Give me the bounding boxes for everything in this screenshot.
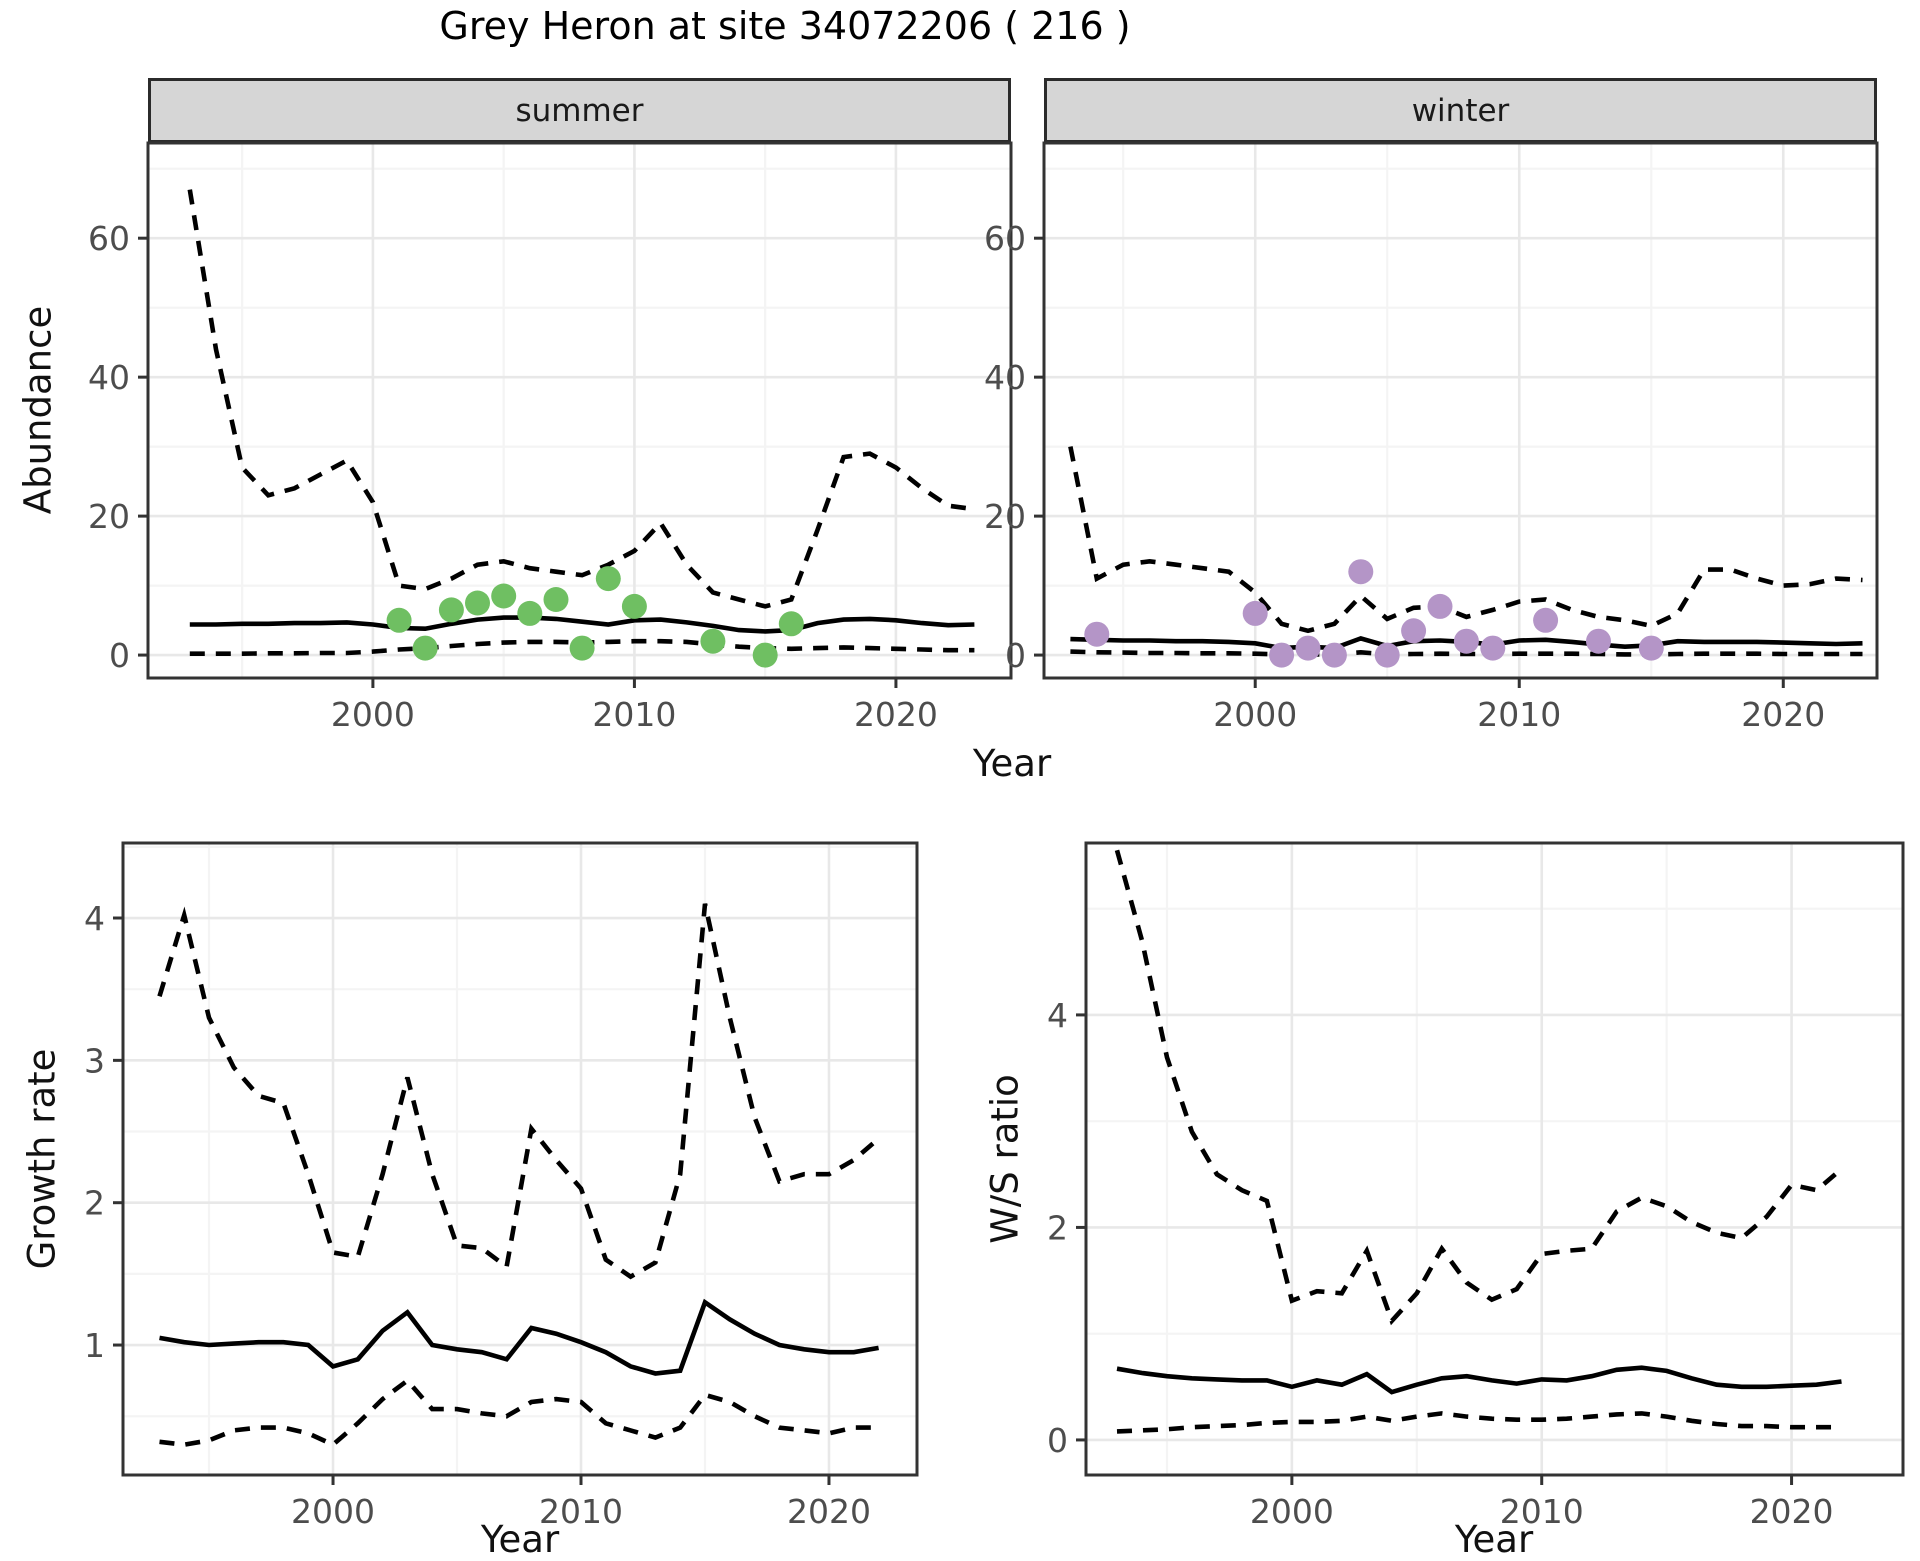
abundance-summer-x-tick-label: 2010 (592, 695, 676, 734)
ws-ratio-x-tick-label: 2000 (1250, 1492, 1334, 1531)
abundance-winter-grid-minor (1044, 143, 1877, 678)
abundance-summer-point (778, 611, 804, 637)
abundance-winter-point (1374, 642, 1400, 668)
abundance-summer-y-tick-label: 40 (88, 358, 130, 397)
ws-ratio-panel-background (1086, 843, 1903, 1475)
abundance-summer-point (700, 628, 726, 654)
abundance-winter-y-tick-label: 40 (984, 358, 1026, 397)
abundance-winter-point (1427, 593, 1453, 619)
panel-abundance-winter: 2000 2010 2020 0 20 40 60 (984, 141, 1879, 734)
abundance-winter-y-tick-label: 60 (984, 219, 1026, 258)
ws-ratio-x-tick-label: 2010 (1500, 1492, 1584, 1531)
abundance-winter-x-tick-label: 2010 (1477, 695, 1561, 734)
abundance-summer-grid-minor (148, 143, 1011, 678)
growth-rate-y-tick-label: 2 (84, 1184, 105, 1223)
abundance-summer-point (752, 642, 778, 668)
abundance-summer-point (517, 600, 543, 626)
ws-ratio-grid-major (1086, 843, 1903, 1475)
abundance-winter-observation-points (1084, 559, 1664, 668)
abundance-winter-point (1533, 607, 1559, 633)
abundance-summer-x-tick-label: 2000 (331, 695, 415, 734)
abundance-winter-point (1269, 642, 1295, 668)
abundance-summer-panel-border (146, 141, 1013, 680)
growth-rate-panel-border (121, 841, 919, 1477)
ws-ratio-y-tick-label: 2 (1047, 1208, 1068, 1247)
ws-ratio-median-line (1116, 1365, 1842, 1395)
abundance-summer-point (595, 566, 621, 592)
abundance-summer-point (491, 583, 517, 609)
abundance-winter-point (1242, 600, 1268, 626)
abundance-summer-point (386, 607, 412, 633)
abundance-winter-lower-95ci-line (1070, 649, 1863, 657)
ws-ratio-x-tick-label: 2020 (1750, 1492, 1834, 1531)
abundance-summer-point (569, 635, 595, 661)
growth-rate-lower-95ci-line (159, 1377, 879, 1448)
ws-ratio-y-tick-label: 4 (1047, 996, 1068, 1035)
ws-ratio-panel-border (1084, 841, 1905, 1477)
growth-rate-x-tick-label: 2020 (787, 1492, 871, 1531)
abundance-winter-y-tick-label: 20 (984, 497, 1026, 536)
growth-rate-x-tick-label: 2010 (539, 1492, 623, 1531)
ws-ratio-x-axis-title: Year (1454, 1518, 1534, 1561)
facet-strip-winter: winter (1044, 78, 1877, 143)
growth-rate-axis-ticks: 2000 2010 2020 1 2 3 4 (84, 899, 871, 1531)
abundance-winter-point (1453, 628, 1479, 654)
abundance-summer-upper-95ci-line (187, 189, 975, 609)
growth-rate-grid-minor (123, 843, 917, 1475)
growth-rate-upper-95ci-line (157, 903, 881, 1280)
ws-ratio-lower-95ci-line (1116, 1411, 1842, 1434)
abundance-winter-axis-ticks: 2000 2010 2020 0 20 40 60 (984, 219, 1825, 734)
ws-ratio-upper-95ci-line (1114, 849, 1843, 1326)
growth-rate-x-tick-label: 2000 (291, 1492, 375, 1531)
growth-rate-y-tick-label: 3 (84, 1041, 105, 1080)
abundance-x-axis-title: Year (972, 742, 1052, 785)
ws-ratio-grid-minor (1086, 843, 1903, 1475)
facet-strip-summer-label: summer (515, 92, 644, 129)
abundance-winter-point (1295, 635, 1321, 661)
abundance-winter-point (1321, 642, 1347, 668)
ws-ratio-y-tick-label: 0 (1047, 1421, 1068, 1460)
abundance-summer-point (465, 590, 490, 616)
chart-title: Grey Heron at site 34072206 ( 216 ) (439, 4, 1131, 48)
abundance-winter-point (1348, 559, 1374, 585)
abundance-winter-point (1401, 618, 1427, 644)
abundance-winter-y-tick-label: 0 (1005, 636, 1026, 675)
growth-rate-y-tick-label: 1 (84, 1326, 105, 1365)
growth-rate-median-line (159, 1298, 879, 1376)
abundance-summer-point (412, 635, 438, 661)
abundance-summer-median-line (189, 615, 975, 634)
abundance-winter-point (1084, 621, 1110, 647)
abundance-winter-x-tick-label: 2020 (1741, 695, 1825, 734)
panel-growth-rate: 2000 2010 2020 1 2 3 4 (84, 841, 919, 1531)
ws-ratio-axis-ticks: 2000 2010 2020 0 2 4 (1047, 996, 1834, 1531)
growth-rate-panel-background (123, 843, 917, 1475)
panel-ws-ratio: 2000 2010 2020 0 2 4 (1047, 841, 1905, 1531)
abundance-summer-y-tick-label: 20 (88, 497, 130, 536)
abundance-summer-point (438, 597, 464, 623)
abundance-summer-x-tick-label: 2020 (854, 695, 938, 734)
growth-rate-y-tick-label: 4 (84, 899, 105, 938)
facet-strip-summer: summer (148, 78, 1011, 143)
abundance-summer-y-tick-label: 0 (109, 636, 130, 675)
abundance-summer-y-tick-label: 60 (88, 219, 130, 258)
abundance-winter-upper-95ci-line (1068, 446, 1863, 634)
abundance-summer-panel-background (148, 143, 1011, 678)
abundance-winter-panel-border (1042, 141, 1879, 680)
abundance-winter-point (1586, 628, 1611, 654)
facet-strip-winter-label: winter (1411, 92, 1510, 129)
abundance-summer-point (543, 587, 569, 612)
abundance-summer-axis-ticks: 2000 2010 2020 0 20 40 60 (88, 219, 938, 734)
panel-abundance-summer: 2000 2010 2020 0 20 40 60 (88, 141, 1013, 734)
growth-rate-x-axis-title: Year (480, 1518, 560, 1561)
abundance-winter-point (1480, 635, 1506, 661)
abundance-summer-observation-points (386, 566, 804, 668)
abundance-winter-point (1638, 635, 1664, 661)
abundance-summer-point (621, 593, 647, 619)
abundance-winter-x-tick-label: 2000 (1213, 695, 1297, 734)
abundance-winter-panel-background (1044, 143, 1877, 678)
